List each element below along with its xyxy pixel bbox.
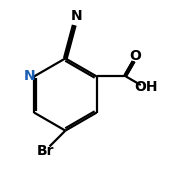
Text: OH: OH <box>134 80 158 94</box>
Text: Br: Br <box>36 144 54 158</box>
Text: N: N <box>24 69 36 83</box>
Text: O: O <box>129 49 141 63</box>
Text: N: N <box>71 9 83 23</box>
